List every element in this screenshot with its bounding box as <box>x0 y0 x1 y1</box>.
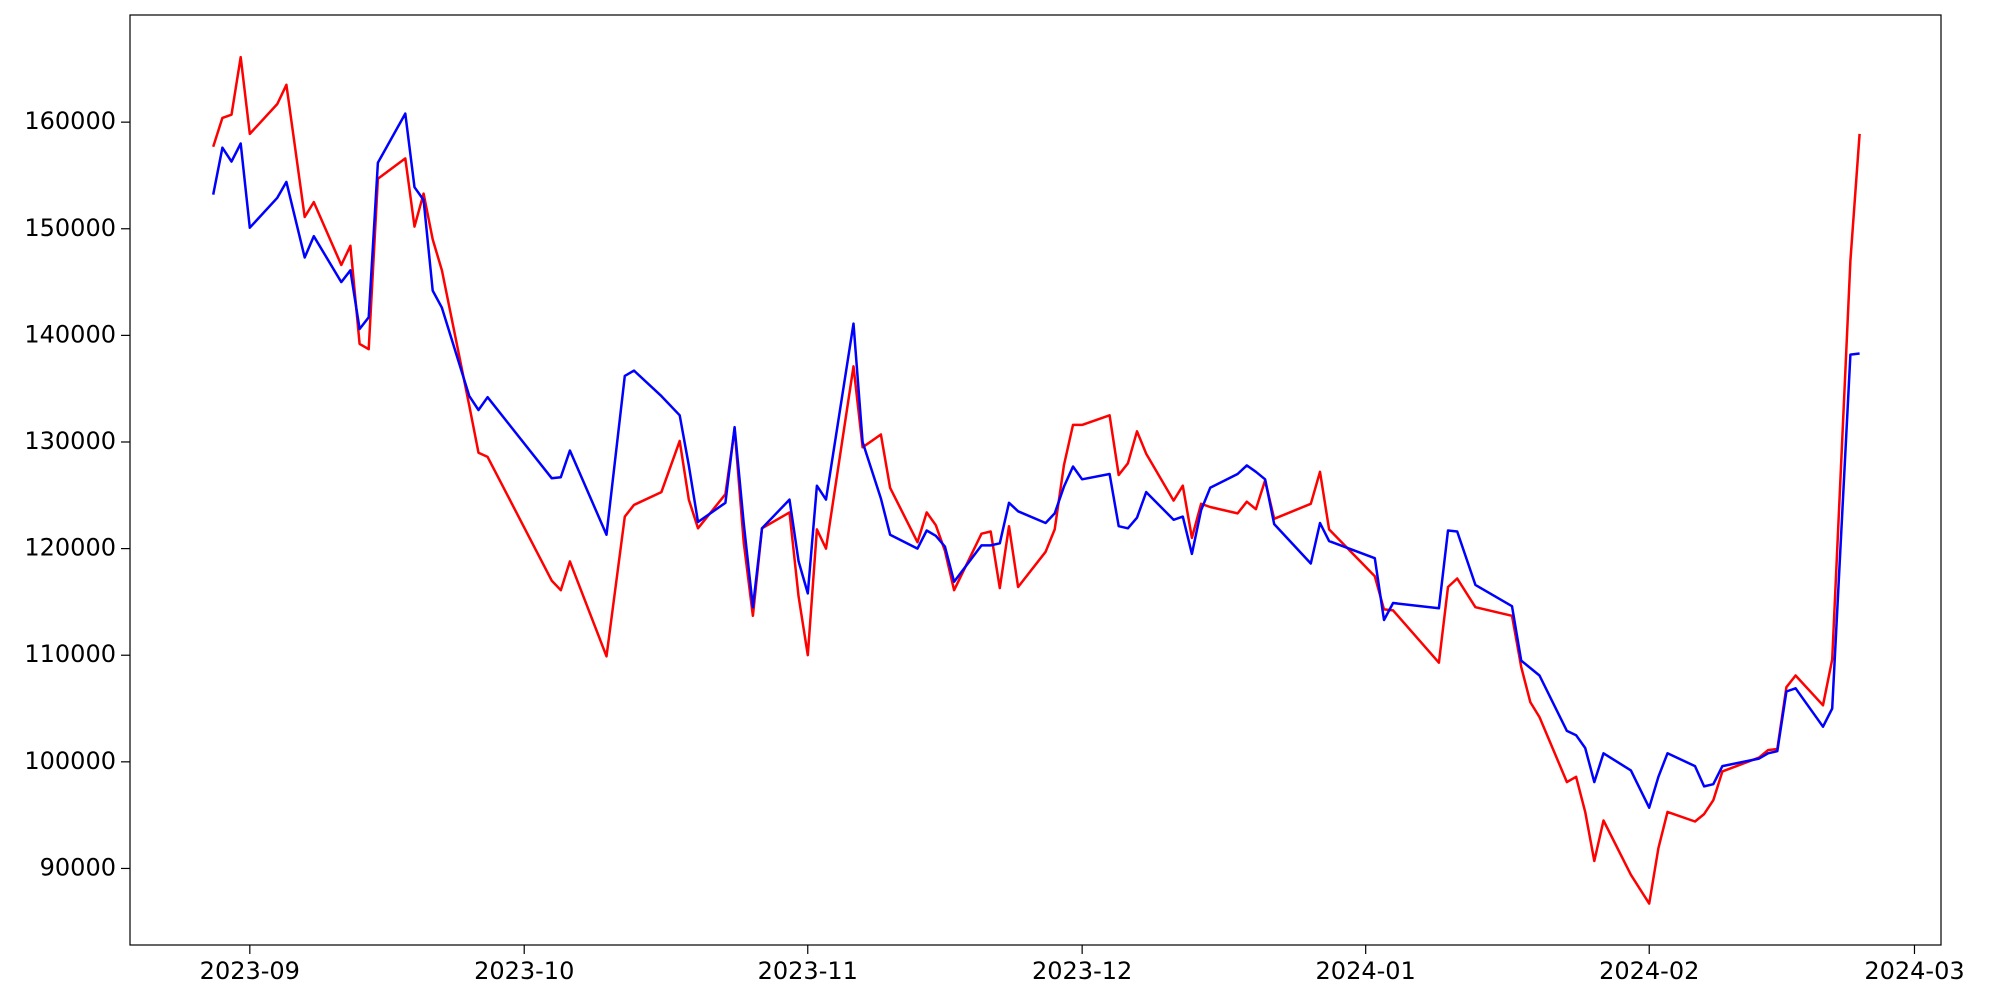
x-tick-label: 2024-03 <box>1864 957 1964 985</box>
plot-frame <box>129 14 1942 946</box>
y-tick-label: 120000 <box>24 534 116 562</box>
y-tick-label: 110000 <box>24 640 116 668</box>
y-tick-label: 140000 <box>24 320 116 348</box>
series-line <box>212 55 1861 905</box>
x-tick-label: 2024-01 <box>1316 957 1416 985</box>
y-tick-label: 90000 <box>40 853 116 881</box>
y-tick-label: 100000 <box>24 747 116 775</box>
x-tick-label: 2023-11 <box>758 957 858 985</box>
y-tick-label: 150000 <box>24 214 116 242</box>
y-tick-label: 130000 <box>24 427 116 455</box>
x-tick-label: 2023-09 <box>200 957 300 985</box>
series-line <box>211 112 1860 809</box>
x-tick-label: 2023-12 <box>1032 957 1132 985</box>
y-tick-label: 160000 <box>24 107 116 135</box>
x-tick-label: 2023-10 <box>474 957 574 985</box>
x-tick-label: 2024-02 <box>1599 957 1699 985</box>
